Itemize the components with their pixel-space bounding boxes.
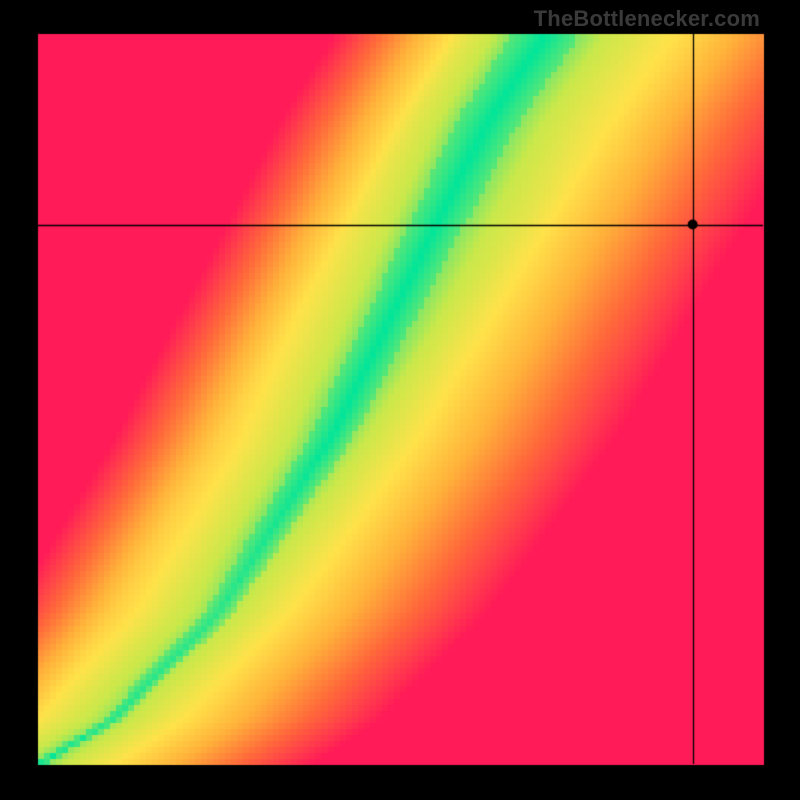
watermark-text: TheBottlenecker.com	[534, 6, 760, 32]
bottleneck-heatmap	[0, 0, 800, 800]
